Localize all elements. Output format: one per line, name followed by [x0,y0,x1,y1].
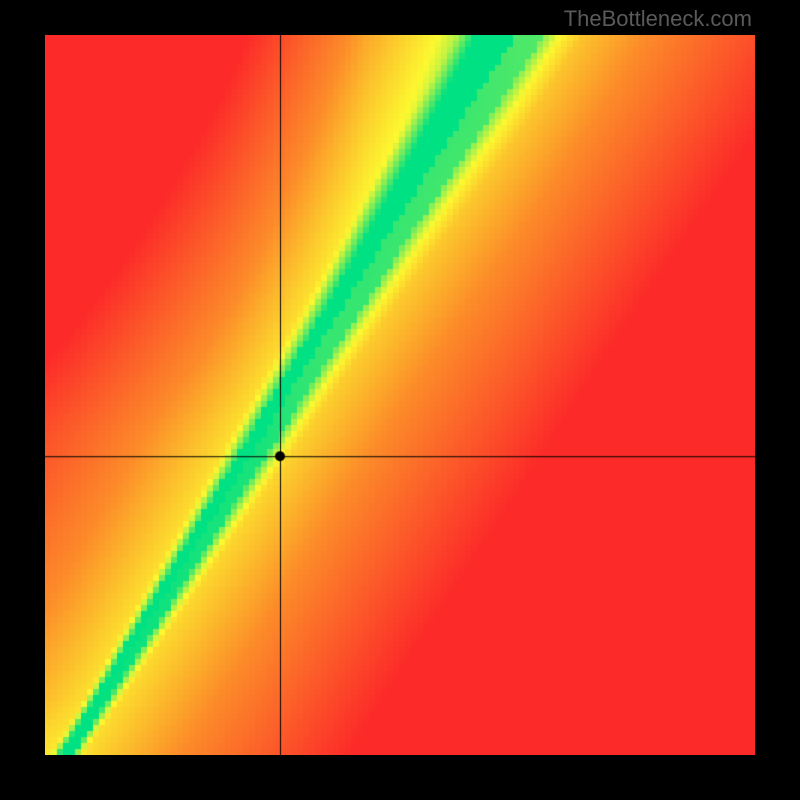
watermark-text: TheBottleneck.com [564,6,752,32]
heatmap-canvas [45,35,755,755]
bottleneck-heatmap [45,35,755,755]
